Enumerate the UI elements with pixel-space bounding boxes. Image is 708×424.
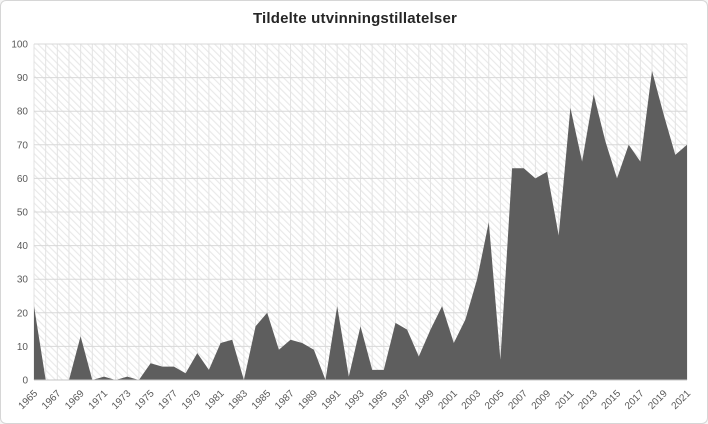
- y-tick-label: 70: [17, 140, 29, 151]
- x-tick-label: 1979: [180, 388, 204, 412]
- x-tick-label: 2017: [623, 388, 647, 412]
- y-tick-label: 90: [17, 73, 29, 84]
- y-tick-label: 10: [17, 342, 29, 353]
- x-tick-label: 1965: [17, 388, 41, 412]
- x-tick-label: 1977: [157, 388, 181, 412]
- x-tick-label: 2015: [600, 388, 624, 412]
- area-series: [34, 70, 687, 381]
- x-tick-label: 2009: [530, 388, 554, 412]
- y-tick-label: 0: [22, 376, 28, 387]
- x-tick-label: 1999: [413, 388, 437, 412]
- chart-title: Tildelte utvinningstillatelser: [252, 10, 458, 27]
- x-tick-label: 2003: [460, 388, 484, 412]
- x-tick-label: 1975: [133, 388, 157, 412]
- x-tick-label: 1981: [203, 388, 227, 412]
- y-tick-label: 60: [17, 174, 29, 185]
- x-tick-label: 1967: [40, 388, 64, 412]
- y-tick-label: 80: [17, 107, 29, 118]
- x-tick-label: 1987: [273, 388, 297, 412]
- y-tick-label: 20: [17, 308, 29, 319]
- x-tick-label: 1997: [390, 388, 414, 412]
- x-tick-label: 1985: [250, 388, 274, 412]
- x-tick-label: 1971: [87, 388, 111, 412]
- x-tick-label: 2019: [646, 388, 670, 412]
- y-tick-label: 50: [17, 208, 29, 219]
- x-tick-label: 1973: [110, 388, 134, 412]
- x-tick-label: 1991: [320, 388, 344, 412]
- y-tick-label: 100: [11, 40, 28, 51]
- y-tick-label: 40: [17, 241, 29, 252]
- x-tick-label: 2001: [436, 388, 460, 412]
- x-tick-label: 2021: [670, 388, 694, 412]
- x-tick-label: 1995: [366, 388, 390, 412]
- x-tick-label: 1969: [63, 388, 87, 412]
- x-tick-label: 1989: [297, 388, 321, 412]
- x-tick-label: 1983: [227, 388, 251, 412]
- x-tick-label: 2005: [483, 388, 507, 412]
- y-tick-label: 30: [17, 275, 29, 286]
- x-tick-label: 1993: [343, 388, 367, 412]
- x-tick-label: 2011: [554, 388, 577, 411]
- x-tick-label: 2013: [576, 388, 600, 412]
- x-tick-label: 2007: [506, 388, 530, 412]
